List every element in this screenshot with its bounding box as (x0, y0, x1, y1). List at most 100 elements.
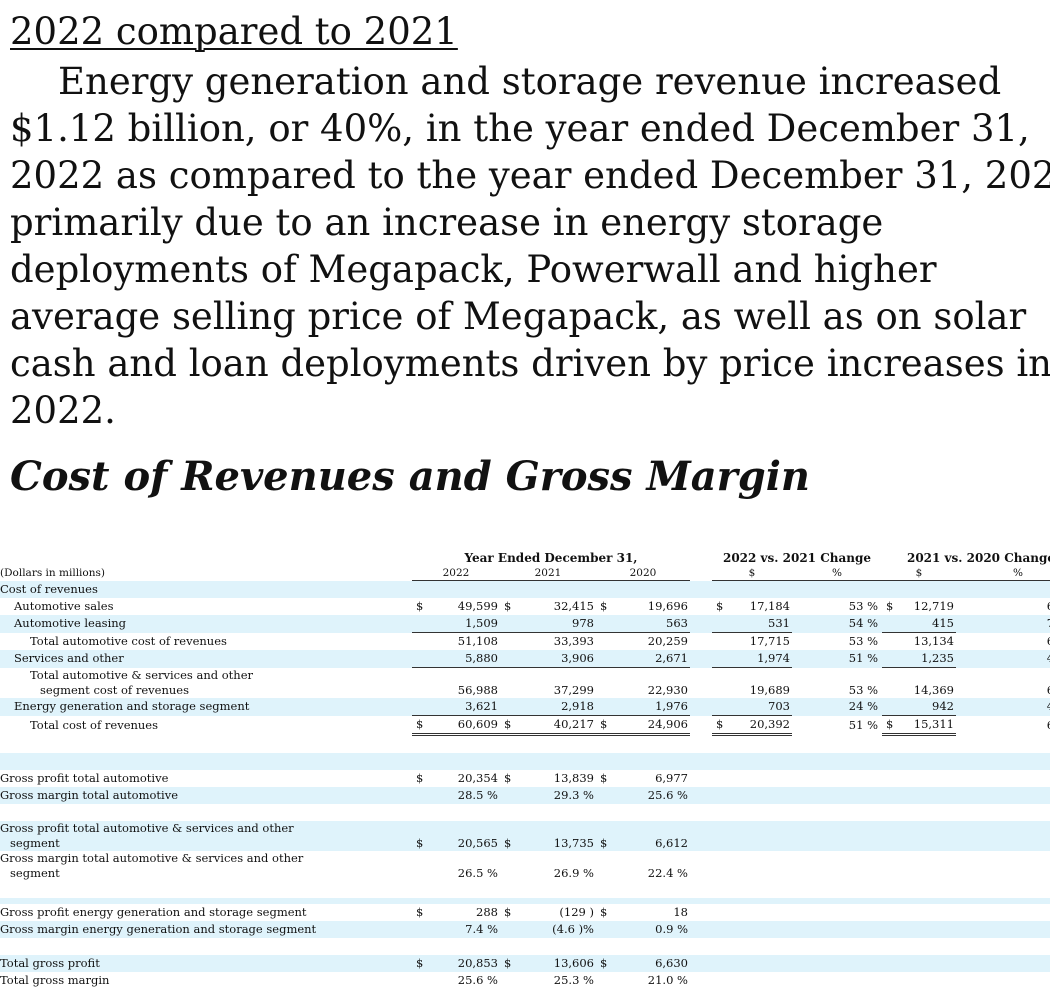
change-dollar: 17,184 (749, 599, 790, 613)
row-label: Gross profit energy generation and stora… (0, 905, 307, 919)
table-row: Energy generation and storage segment 3,… (0, 698, 1050, 716)
col-2020: 2020 (596, 566, 690, 581)
paragraph-line: Energy generation and storage revenue in… (58, 60, 1002, 103)
col-change-dollar: $ (712, 566, 792, 581)
currency-sign: $ (716, 599, 724, 613)
table-row: Gross profit total automotive $ 20,354 $… (0, 770, 1050, 787)
paragraph-line: deployments of Megapack, Powerwall and h… (10, 248, 937, 291)
value-2020: 19,696 (647, 599, 688, 613)
row-label: Total automotive & services and other se… (0, 668, 412, 699)
currency-sign: $ (596, 955, 614, 972)
paragraph-line: primarily due to an increase in energy s… (10, 201, 884, 244)
row-label-line: segment (10, 836, 60, 850)
value-2020: 22,930 (614, 667, 690, 698)
paragraph-line: cash and loan deployments driven by pric… (10, 342, 1050, 385)
value-2022: 1,509 (430, 615, 500, 633)
col-change2-dollar: $ (882, 566, 956, 581)
header-year-ended: Year Ended December 31, (464, 551, 638, 565)
currency-sign: $ (712, 715, 730, 736)
change2-pct: 65 % (956, 598, 1050, 615)
value-2021: 37,299 (518, 667, 596, 698)
table-row: Total gross margin 25.6 % 25.3 % 21.0 % (0, 972, 1050, 989)
value-2021: (129 ) (559, 905, 594, 919)
value-2020: 6,612 (614, 821, 690, 851)
section-title: Cost of Revenues and Gross Margin (10, 453, 810, 500)
currency-sign: $ (882, 715, 900, 736)
change2-dollar: 15,311 (900, 715, 956, 736)
body-paragraph: Energy generation and storage revenue in… (10, 58, 1050, 434)
change-pct: 51 % (848, 717, 878, 732)
row-label: Total automotive cost of revenues (30, 633, 227, 648)
value-2022: 49,599 (457, 599, 498, 613)
value-2020: 6,977 (655, 771, 688, 785)
header-change-2022-2021: 2022 vs. 2021 Change (722, 551, 872, 565)
paragraph-line: 2022. (10, 389, 116, 432)
table-row: Gross margin total automotive & services… (0, 851, 1050, 881)
header-change-2021-2020: 2021 vs. 2020 Change (906, 551, 1050, 565)
change-pct: 51 % (792, 650, 882, 668)
value-2022: 28.5 % (430, 787, 500, 804)
table-row: Total automotive & services and other se… (0, 667, 1050, 699)
col-2022: 2022 (412, 566, 500, 581)
change-pct: 24 % (792, 698, 882, 716)
row-label: Services and other (0, 650, 412, 668)
change2-pct: 48 % (956, 698, 1050, 716)
paragraph-line: 2022 as compared to the year ended Decem… (10, 154, 1050, 197)
table-row: Services and other 5,880 3,906 2,671 1,9… (0, 650, 1050, 668)
value-2022: 20,565 (430, 821, 500, 851)
row-label: Total gross profit (0, 955, 412, 972)
value-2022: 288 (476, 905, 498, 919)
value-2021: 13,606 (518, 955, 596, 972)
currency-sign: $ (412, 955, 430, 972)
value-2022: 7.4 % (430, 921, 500, 938)
financial-table: Year Ended December 31, 2022 vs. 2021 Ch… (0, 540, 1050, 989)
currency-sign: $ (600, 599, 608, 613)
currency-sign: $ (504, 905, 512, 919)
row-label-line: Total automotive & services and other (30, 668, 254, 682)
change-pct: 54 % (792, 615, 882, 633)
row-label: Total cost of revenues (30, 717, 159, 732)
table-row: Total cost of revenues $ 60,609 $ 40,217… (0, 715, 1050, 736)
row-label-line: Gross margin total automotive & services… (0, 851, 304, 865)
value-2020: 25.6 % (614, 787, 690, 804)
value-2021: 33,393 (518, 632, 596, 650)
value-2020: 2,671 (614, 650, 690, 668)
paragraph-line: $1.12 billion, or 40%, in the year ended… (10, 107, 1030, 150)
change2-dollar: 1,235 (900, 650, 956, 668)
value-2020: 24,906 (614, 715, 690, 736)
table-row: Total gross profit $ 20,853 $ 13,606 $ 6… (0, 955, 1050, 972)
units-label: (Dollars in millions) (0, 567, 105, 580)
col-change-pct: % (792, 566, 882, 581)
value-2021: 32,415 (553, 599, 594, 613)
change-pct: 53 % (848, 599, 878, 613)
table-row: Gross profit energy generation and stora… (0, 904, 1050, 921)
row-label: Total gross margin (0, 973, 110, 987)
currency-sign: $ (500, 955, 518, 972)
value-2020: 20,259 (614, 632, 690, 650)
value-2020: 21.0 % (647, 973, 688, 987)
col-2021: 2021 (500, 566, 596, 581)
value-2022: 3,621 (430, 698, 500, 716)
value-2020: 18 (673, 905, 688, 919)
value-2020: 0.9 % (614, 921, 690, 938)
currency-sign: $ (600, 771, 608, 785)
row-label: Cost of revenues (0, 580, 412, 598)
table-row: Automotive leasing 1,509 978 563 531 54 … (0, 615, 1050, 633)
currency-sign: $ (886, 599, 894, 613)
header-group-row: Year Ended December 31, 2022 vs. 2021 Ch… (0, 550, 1050, 566)
change2-pct: 65 % (956, 633, 1050, 651)
row-label-line: segment (10, 866, 60, 880)
cost-of-revenues-table: Year Ended December 31, 2022 vs. 2021 Ch… (0, 540, 1050, 1003)
table-row: Automotive sales $ 49,599 $ 32,415 $ 19,… (0, 598, 1050, 615)
currency-sign: $ (600, 905, 608, 919)
currency-sign: $ (500, 715, 518, 736)
value-2021: 3,906 (518, 650, 596, 668)
value-2020: 1,976 (614, 698, 690, 716)
value-2020: 6,630 (614, 955, 690, 972)
value-2021: 2,918 (518, 698, 596, 716)
change-dollar: 703 (730, 698, 792, 716)
value-2021: 13,839 (553, 771, 594, 785)
value-2021: 978 (518, 615, 596, 633)
row-label: Automotive leasing (0, 615, 412, 633)
row-label: Energy generation and storage segment (0, 698, 412, 716)
